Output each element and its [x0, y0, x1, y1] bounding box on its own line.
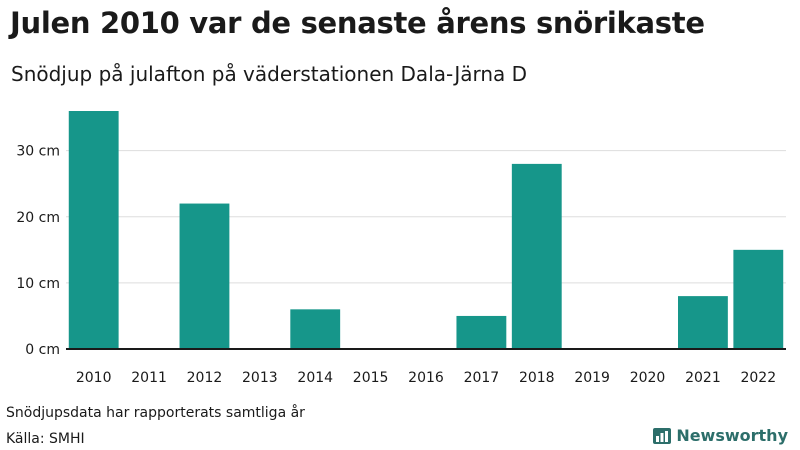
bar	[290, 309, 341, 349]
bar-chart-icon	[653, 427, 672, 444]
x-tick-label: 2021	[685, 370, 721, 386]
x-tick-label: 2022	[740, 370, 776, 386]
x-tick-label: 2010	[76, 370, 112, 386]
brand-name: Newsworthy	[676, 426, 788, 445]
y-tick-label: 0 cm	[25, 342, 60, 358]
bar	[179, 203, 230, 349]
source-credit: Källa: SMHI	[6, 431, 85, 447]
chart-subtitle: Snödjup på julafton på väderstationen Da…	[11, 62, 528, 86]
x-tick-label: 2015	[353, 370, 389, 386]
bar	[68, 111, 119, 349]
x-tick-label: 2016	[408, 370, 444, 386]
y-tick-label: 10 cm	[16, 276, 60, 292]
bars	[68, 111, 784, 349]
bar	[733, 249, 784, 349]
x-tick-label: 2013	[242, 370, 278, 386]
gridlines	[66, 150, 786, 284]
x-tick-label: 2018	[519, 370, 555, 386]
x-tick-label: 2011	[131, 370, 167, 386]
footer-note: Snödjupsdata har rapporterats samtliga å…	[6, 405, 305, 421]
y-tick-label: 20 cm	[16, 210, 60, 226]
y-axis-tick-labels: 0 cm 10 cm 20 cm 30 cm	[16, 144, 60, 358]
x-tick-label: 2017	[464, 370, 500, 386]
x-tick-label: 2014	[297, 370, 333, 386]
newsworthy-logo: Newsworthy	[653, 426, 788, 445]
bar	[511, 163, 562, 349]
y-tick-label: 30 cm	[16, 144, 60, 160]
x-tick-label: 2012	[187, 370, 223, 386]
chart-title: Julen 2010 var de senaste årens snörikas…	[10, 6, 705, 40]
x-tick-label: 2019	[574, 370, 610, 386]
x-axis-tick-labels: 2010 2011 2012 2013 2014 2015 2016 2017 2018 2019…	[76, 370, 776, 386]
bar	[456, 315, 507, 349]
bar	[678, 296, 728, 349]
x-tick-label: 2020	[630, 370, 666, 386]
bar-chart: 0 cm 10 cm 20 cm 30 cm 2010 2011 2012 2013 2014…	[16, 111, 786, 386]
